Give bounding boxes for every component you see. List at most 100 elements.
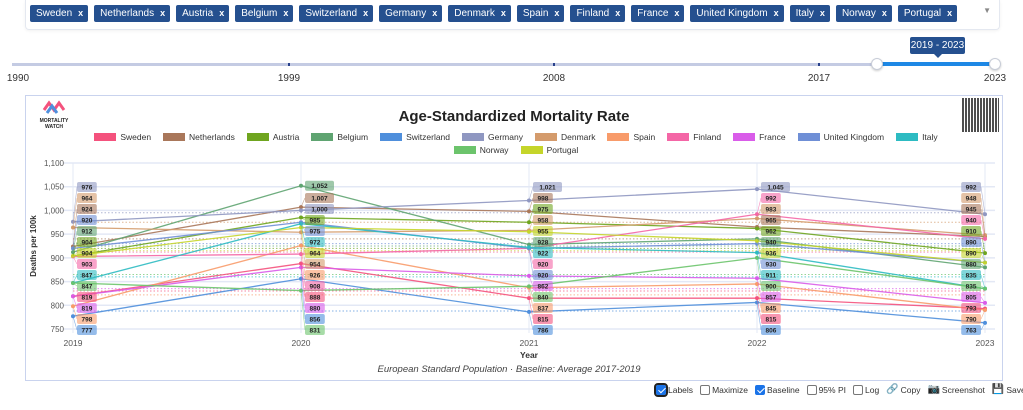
country-chip[interactable]: Switzerland x xyxy=(299,5,374,22)
data-label-leader xyxy=(756,283,762,309)
data-label-leader xyxy=(528,219,534,231)
labels-checkbox[interactable]: Labels xyxy=(654,382,694,397)
data-label: 790 xyxy=(966,316,977,323)
data-label: 763 xyxy=(966,327,977,334)
legend-item[interactable]: Portugal xyxy=(520,145,578,155)
remove-chip-icon[interactable]: x xyxy=(160,8,166,18)
legend-item[interactable]: Austria xyxy=(246,132,299,142)
remove-chip-icon[interactable]: x xyxy=(819,8,825,18)
data-label: 888 xyxy=(309,294,320,301)
remove-chip-icon[interactable]: x xyxy=(283,8,289,18)
data-label-bg xyxy=(305,303,325,313)
remove-chip-icon[interactable]: x xyxy=(947,8,953,18)
legend-item[interactable]: Spain xyxy=(607,132,655,142)
data-label-leader xyxy=(72,296,78,309)
checkbox-label: Baseline xyxy=(766,384,800,395)
log-checkbox[interactable]: Log xyxy=(852,384,879,395)
checkbox-box[interactable] xyxy=(806,384,817,395)
country-chip[interactable]: Germany x xyxy=(379,5,443,22)
checkbox-box[interactable] xyxy=(754,384,765,395)
country-chip[interactable]: Belgium x xyxy=(235,5,294,22)
chip-label: Germany xyxy=(385,8,427,19)
data-label-bg xyxy=(961,314,981,324)
checkbox-box[interactable] xyxy=(700,384,711,395)
legend-swatch xyxy=(453,146,476,154)
data-label: 793 xyxy=(966,305,977,312)
y-axis-label: Deaths per 100k xyxy=(29,215,38,277)
legend-item[interactable]: Norway xyxy=(453,145,509,155)
remove-chip-icon[interactable]: x xyxy=(363,8,369,18)
slider-handle-start[interactable] xyxy=(871,58,883,70)
checkbox-box[interactable] xyxy=(852,384,863,395)
remove-chip-icon[interactable]: x xyxy=(615,8,621,18)
country-chip[interactable]: Portugal x xyxy=(897,5,958,22)
country-chip[interactable]: Italy x xyxy=(789,5,830,22)
country-chip[interactable]: Netherlands x xyxy=(94,5,171,22)
data-label-leader xyxy=(72,295,78,298)
maximize-checkbox[interactable]: Maximize xyxy=(700,384,748,395)
country-chip[interactable]: Sweden x xyxy=(30,5,89,22)
data-label-leader xyxy=(528,230,534,233)
data-label: 1,007 xyxy=(311,195,328,202)
legend-item[interactable]: Italy xyxy=(896,132,938,142)
legend-item[interactable]: Denmark xyxy=(534,132,595,142)
data-label: 945 xyxy=(966,206,977,213)
x-tick-label: 2023 xyxy=(976,338,995,348)
country-chip[interactable]: Norway x xyxy=(835,5,892,22)
data-label: 992 xyxy=(966,184,977,191)
baseline-checkbox[interactable]: Baseline xyxy=(754,384,800,395)
country-multiselect[interactable]: Sweden x Netherlands x Austria x Belgium x Switz… xyxy=(25,0,1000,30)
95-pi-checkbox[interactable]: 95% PI xyxy=(806,384,846,395)
country-chip[interactable]: United Kingdom x xyxy=(690,5,784,22)
slider-track[interactable] xyxy=(12,63,995,66)
data-label-bg xyxy=(77,314,97,324)
legend-item[interactable]: Sweden xyxy=(94,132,151,142)
chevron-down-icon[interactable]: ▼ xyxy=(983,6,991,15)
legend-item[interactable]: France xyxy=(733,132,786,142)
slider-selected-range[interactable] xyxy=(877,62,995,66)
copy-button[interactable]: 🔗 Copy xyxy=(886,384,920,395)
legend-item[interactable]: United Kingdom xyxy=(797,132,884,142)
country-chip[interactable]: Austria x xyxy=(176,5,230,22)
data-label-bg xyxy=(77,193,97,203)
data-label-leader xyxy=(300,267,306,309)
country-chip[interactable]: Finland x xyxy=(570,5,626,22)
country-chip[interactable]: Denmark x xyxy=(448,5,511,22)
data-label-leader xyxy=(756,197,762,215)
chip-label: Switzerland xyxy=(305,8,358,19)
screenshot-button[interactable]: 📷 Screenshot xyxy=(927,384,984,395)
legend-item[interactable]: Netherlands xyxy=(163,132,235,142)
remove-chip-icon[interactable]: x xyxy=(219,8,225,18)
legend-item[interactable]: Belgium xyxy=(311,132,368,142)
slider-handle-end[interactable] xyxy=(989,58,1001,70)
data-label: 964 xyxy=(81,195,92,202)
legend-item[interactable]: Finland xyxy=(667,132,721,142)
checkbox-label: Labels xyxy=(668,384,694,395)
save-button[interactable]: 💾Save xyxy=(992,384,1023,395)
remove-chip-icon[interactable]: x xyxy=(432,8,438,18)
data-label-bg xyxy=(961,248,981,258)
data-label-bg xyxy=(305,193,334,203)
remove-chip-icon[interactable]: x xyxy=(773,8,779,18)
legend-swatch xyxy=(534,133,557,141)
data-label-leader xyxy=(528,298,534,320)
data-label-leader xyxy=(72,306,78,320)
data-label-leader xyxy=(528,247,534,254)
legend-item[interactable]: Germany xyxy=(462,132,523,142)
legend-item[interactable]: Switzerland xyxy=(380,132,450,142)
remove-chip-icon[interactable]: x xyxy=(554,8,560,18)
country-chip[interactable]: Spain x xyxy=(516,5,565,22)
checkbox-box[interactable] xyxy=(654,382,668,397)
remove-chip-icon[interactable]: x xyxy=(78,8,84,18)
data-label-bg xyxy=(761,281,781,291)
country-chip[interactable]: France x xyxy=(631,5,685,22)
remove-chip-icon[interactable]: x xyxy=(500,8,506,18)
legend-label: Norway xyxy=(479,145,509,155)
remove-chip-icon[interactable]: x xyxy=(881,8,887,18)
data-label-bg xyxy=(533,292,553,302)
data-label: 998 xyxy=(537,195,548,202)
chart-legend: Sweden Netherlands Austria Belgium Switzerla… xyxy=(76,132,956,155)
data-label-leader xyxy=(980,307,986,309)
legend-label: Spain xyxy=(633,132,656,142)
remove-chip-icon[interactable]: x xyxy=(674,8,680,18)
